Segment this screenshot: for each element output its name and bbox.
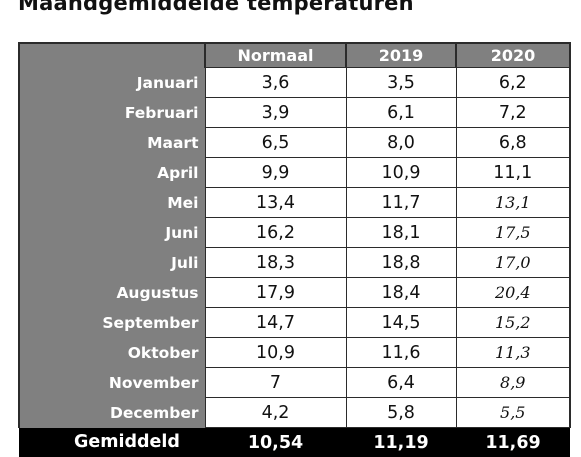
table-row: Oktober 10,9 11,6 11,3 bbox=[19, 338, 570, 368]
table-row: April 9,9 10,9 11,1 bbox=[19, 158, 570, 188]
normaal-value: 3,6 bbox=[205, 68, 346, 98]
value-2020: 15,2 bbox=[456, 308, 570, 338]
value-2019: 18,4 bbox=[346, 278, 456, 308]
value-2020: 5,5 bbox=[456, 398, 570, 428]
value-2020: 17,0 bbox=[456, 248, 570, 278]
value-2020: 11,1 bbox=[456, 158, 570, 188]
table-row: Juni 16,2 18,1 17,5 bbox=[19, 218, 570, 248]
value-2020: 7,2 bbox=[456, 98, 570, 128]
value-2019: 18,1 bbox=[346, 218, 456, 248]
value-2019: 10,9 bbox=[346, 158, 456, 188]
table-row: November 7 6,4 8,9 bbox=[19, 368, 570, 398]
table-row: September 14,7 14,5 15,2 bbox=[19, 308, 570, 338]
normaal-value: 13,4 bbox=[205, 188, 346, 218]
value-2020: 13,1 bbox=[456, 188, 570, 218]
normaal-value: 7 bbox=[205, 368, 346, 398]
month-label: Oktober bbox=[19, 338, 205, 368]
value-2020: 20,4 bbox=[456, 278, 570, 308]
value-2020: 11,3 bbox=[456, 338, 570, 368]
normaal-value: 14,7 bbox=[205, 308, 346, 338]
table-row: Januari 3,6 3,5 6,2 bbox=[19, 68, 570, 98]
normaal-value: 16,2 bbox=[205, 218, 346, 248]
normaal-value: 3,9 bbox=[205, 98, 346, 128]
value-2020: 6,8 bbox=[456, 128, 570, 158]
normaal-value: 6,5 bbox=[205, 128, 346, 158]
month-label: Juli bbox=[19, 248, 205, 278]
month-label: September bbox=[19, 308, 205, 338]
column-header-2020: 2020 bbox=[456, 43, 570, 68]
month-label: Maart bbox=[19, 128, 205, 158]
month-label: November bbox=[19, 368, 205, 398]
table-row: Juli 18,3 18,8 17,0 bbox=[19, 248, 570, 278]
table-row: Februari 3,9 6,1 7,2 bbox=[19, 98, 570, 128]
header-corner-cell bbox=[19, 43, 205, 68]
month-label: Augustus bbox=[19, 278, 205, 308]
value-2019: 14,5 bbox=[346, 308, 456, 338]
month-label: April bbox=[19, 158, 205, 188]
month-label: Juni bbox=[19, 218, 205, 248]
temperature-table: Normaal 2019 2020 Januari 3,6 3,5 6,2 Fe… bbox=[18, 42, 571, 457]
average-row: Gemiddeld 10,54 11,19 11,69 bbox=[19, 428, 570, 457]
value-2019: 3,5 bbox=[346, 68, 456, 98]
table-row: December 4,2 5,8 5,5 bbox=[19, 398, 570, 428]
normaal-value: 10,9 bbox=[205, 338, 346, 368]
value-2019: 6,1 bbox=[346, 98, 456, 128]
value-2019: 8,0 bbox=[346, 128, 456, 158]
value-2019: 11,6 bbox=[346, 338, 456, 368]
average-2019: 11,19 bbox=[346, 428, 456, 457]
page-title: Maandgemiddelde temperaturen bbox=[18, 0, 414, 15]
value-2020: 17,5 bbox=[456, 218, 570, 248]
normaal-value: 9,9 bbox=[205, 158, 346, 188]
header-row: Normaal 2019 2020 bbox=[19, 43, 570, 68]
column-header-normaal: Normaal bbox=[205, 43, 346, 68]
average-normaal: 10,54 bbox=[205, 428, 346, 457]
month-label: Mei bbox=[19, 188, 205, 218]
normaal-value: 18,3 bbox=[205, 248, 346, 278]
normaal-value: 17,9 bbox=[205, 278, 346, 308]
value-2020: 8,9 bbox=[456, 368, 570, 398]
value-2019: 6,4 bbox=[346, 368, 456, 398]
month-label: Januari bbox=[19, 68, 205, 98]
value-2020: 6,2 bbox=[456, 68, 570, 98]
table-row: Mei 13,4 11,7 13,1 bbox=[19, 188, 570, 218]
value-2019: 11,7 bbox=[346, 188, 456, 218]
month-label: December bbox=[19, 398, 205, 428]
table-row: Maart 6,5 8,0 6,8 bbox=[19, 128, 570, 158]
value-2019: 5,8 bbox=[346, 398, 456, 428]
average-label: Gemiddeld bbox=[19, 428, 205, 457]
month-label: Februari bbox=[19, 98, 205, 128]
normaal-value: 4,2 bbox=[205, 398, 346, 428]
table-row: Augustus 17,9 18,4 20,4 bbox=[19, 278, 570, 308]
value-2019: 18,8 bbox=[346, 248, 456, 278]
column-header-2019: 2019 bbox=[346, 43, 456, 68]
average-2020: 11,69 bbox=[456, 428, 570, 457]
